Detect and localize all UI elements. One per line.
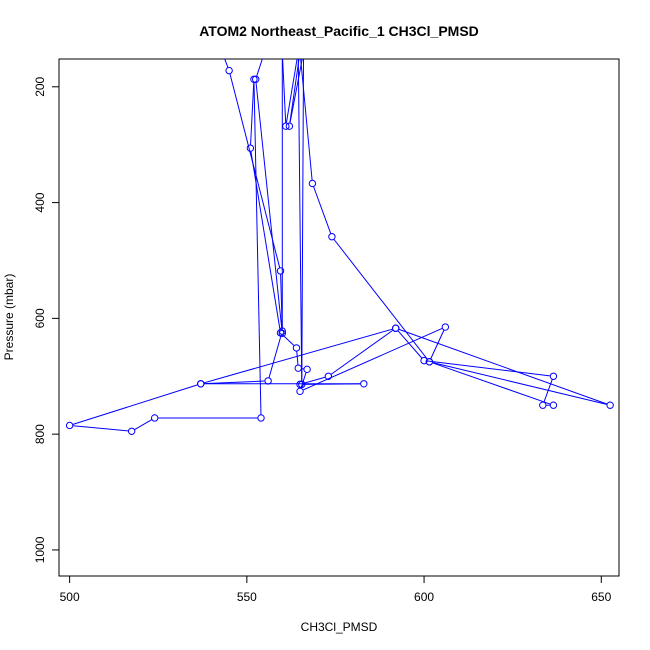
data-point bbox=[441, 323, 450, 331]
y-tick-label: 800 bbox=[33, 424, 47, 444]
series-segment bbox=[432, 362, 607, 405]
y-tick-label: 400 bbox=[33, 192, 47, 212]
data-point bbox=[252, 75, 260, 83]
x-axis-label: CH3Cl_PMSD bbox=[301, 620, 378, 634]
data-point bbox=[197, 380, 205, 388]
x-axis: 500 550 600 650 bbox=[60, 575, 612, 604]
series-segment bbox=[255, 82, 283, 330]
y-tick-label: 600 bbox=[33, 308, 47, 328]
series-segment bbox=[430, 330, 445, 359]
y-axis-label: Pressure (mbar) bbox=[2, 274, 16, 361]
series-segment bbox=[268, 334, 282, 378]
data-point bbox=[392, 324, 400, 332]
data-point bbox=[276, 267, 285, 275]
data-point bbox=[219, 49, 225, 55]
x-tick-label: 650 bbox=[591, 590, 611, 604]
series-segment bbox=[256, 59, 263, 77]
series-segment bbox=[330, 329, 394, 375]
series-segment bbox=[250, 82, 255, 145]
series-segment bbox=[289, 59, 303, 123]
data-point bbox=[65, 421, 74, 430]
data-point bbox=[324, 372, 333, 380]
series-segment bbox=[253, 82, 262, 415]
series-segment bbox=[229, 73, 281, 268]
series-layer bbox=[65, 49, 614, 435]
data-point bbox=[279, 49, 285, 55]
series-segment bbox=[432, 362, 551, 405]
series-segment bbox=[303, 383, 361, 385]
data-point bbox=[549, 372, 558, 380]
series-segment bbox=[300, 59, 313, 181]
series-segment bbox=[333, 239, 428, 360]
series-segment bbox=[134, 419, 152, 430]
data-point bbox=[297, 49, 303, 55]
series-segment bbox=[301, 59, 305, 381]
data-point bbox=[246, 144, 255, 152]
series-segment bbox=[303, 376, 326, 384]
data-point bbox=[264, 377, 272, 385]
y-tick-label: 200 bbox=[33, 76, 47, 96]
x-tick-label: 550 bbox=[237, 590, 257, 604]
data-point bbox=[425, 358, 434, 366]
data-point bbox=[278, 329, 286, 338]
data-point bbox=[225, 66, 233, 75]
series-segment bbox=[73, 425, 129, 432]
series-segment bbox=[300, 372, 307, 389]
series-segment bbox=[398, 328, 608, 405]
series-segment bbox=[285, 59, 298, 123]
data-point bbox=[300, 49, 306, 55]
data-point bbox=[296, 387, 304, 396]
data-point bbox=[292, 344, 301, 352]
data-point bbox=[257, 414, 265, 422]
data-point bbox=[261, 49, 267, 55]
series-segment bbox=[427, 360, 551, 377]
series-segment bbox=[282, 334, 295, 346]
plot-frame bbox=[58, 58, 620, 577]
x-tick-label: 600 bbox=[414, 590, 434, 604]
data-point bbox=[328, 233, 336, 241]
data-point bbox=[420, 356, 428, 365]
data-point bbox=[282, 122, 290, 130]
series-segment bbox=[296, 351, 299, 365]
data-point bbox=[150, 414, 159, 422]
series-segment bbox=[397, 330, 423, 359]
data-point bbox=[303, 365, 311, 374]
data-point bbox=[298, 380, 306, 389]
data-point bbox=[295, 49, 301, 55]
data-point bbox=[285, 122, 294, 130]
series-segment bbox=[204, 328, 393, 384]
data-point bbox=[539, 401, 547, 409]
series-segment bbox=[313, 186, 332, 234]
series-segment bbox=[303, 328, 443, 391]
data-point bbox=[308, 179, 317, 188]
series-segment bbox=[282, 59, 287, 123]
series-segment bbox=[204, 380, 265, 385]
data-point bbox=[294, 364, 302, 372]
y-axis: 200 400 600 800 1000 bbox=[33, 76, 60, 563]
data-point bbox=[549, 401, 558, 409]
series-segment bbox=[72, 384, 198, 425]
data-point bbox=[278, 327, 286, 335]
series-segment bbox=[250, 151, 281, 330]
x-tick-label: 500 bbox=[60, 590, 80, 604]
y-tick-label: 1000 bbox=[33, 536, 47, 563]
data-point bbox=[360, 380, 368, 388]
data-point bbox=[606, 401, 614, 409]
series-segment bbox=[297, 59, 303, 381]
chart-title: ATOM2 Northeast_Pacific_1 CH3Cl_PMSD bbox=[199, 23, 479, 39]
series-segment bbox=[224, 59, 229, 68]
data-point bbox=[127, 427, 136, 435]
